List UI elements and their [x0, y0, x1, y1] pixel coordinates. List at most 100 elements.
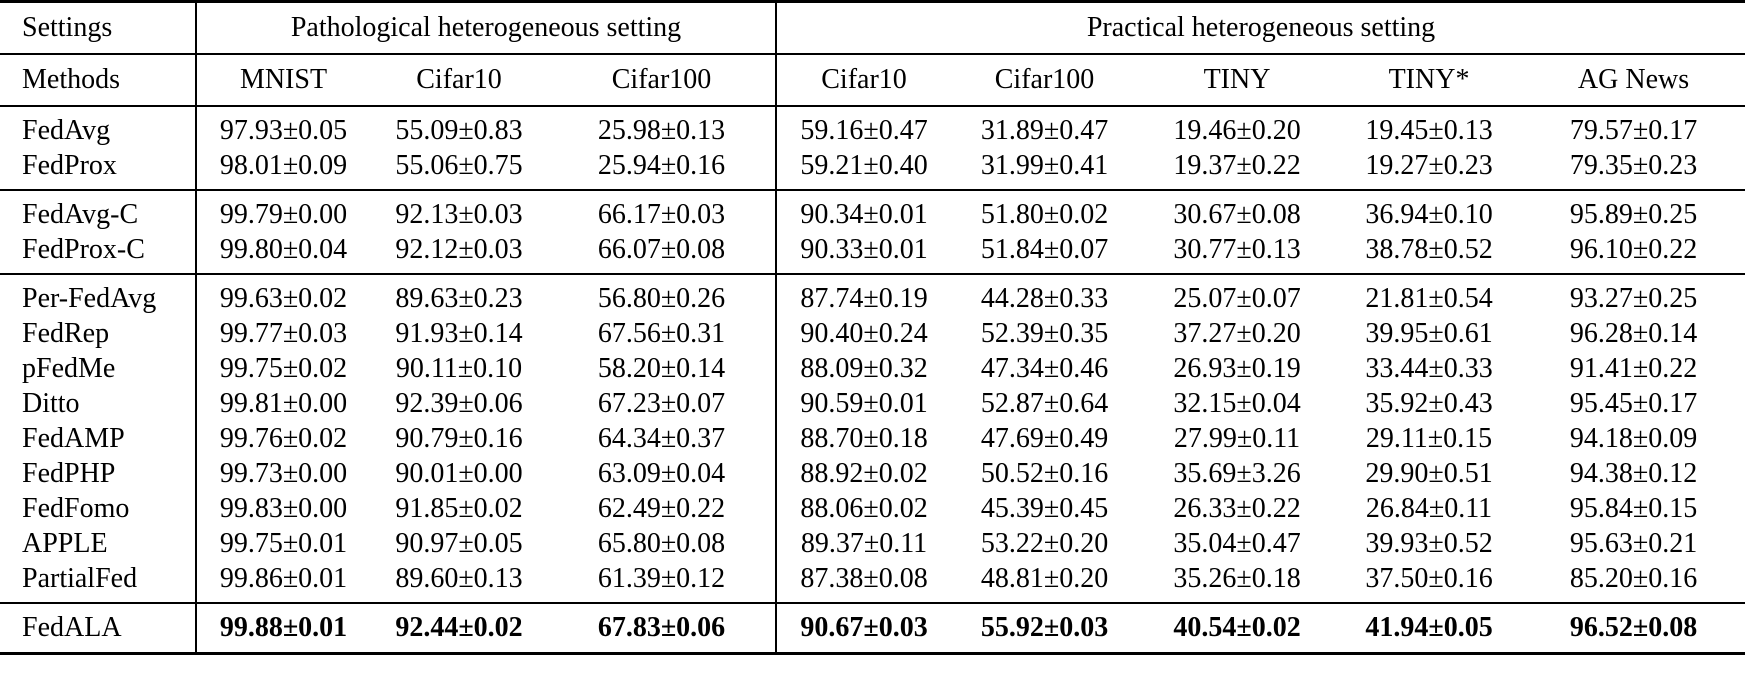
- method-name: FedProx-C: [0, 232, 197, 274]
- table-cell: 99.79±0.00: [219, 198, 348, 230]
- table-cell: 37.50±0.16: [1365, 562, 1493, 594]
- table-cell: 40.54±0.02: [1173, 612, 1301, 643]
- table-cell: 45.39±0.45: [980, 492, 1109, 524]
- table-cell: 64.34±0.37: [548, 421, 778, 456]
- method-name: PartialFed: [0, 561, 197, 603]
- table-cell: 94.38±0.12: [1569, 457, 1698, 489]
- table-cell: 31.99±0.41: [980, 149, 1109, 181]
- table-cell: 25.07±0.07: [1173, 282, 1301, 314]
- method-name: FedFomo: [0, 491, 197, 526]
- table-cell: 56.80±0.26: [548, 274, 778, 316]
- table-cell: 93.27±0.25: [1569, 282, 1698, 314]
- settings-header-row: Settings Pathological heterogeneous sett…: [0, 1, 1745, 54]
- column-header: Cifar10: [416, 64, 502, 95]
- table-row: Per-FedAvg 99.63±0.02 89.63±0.23 56.80±0.26…: [0, 274, 1745, 316]
- table-cell: 89.37±0.11: [800, 527, 928, 559]
- table-cell: 88.09±0.32: [800, 352, 928, 384]
- settings-label: Settings: [0, 1, 197, 54]
- table-cell: 19.27±0.23: [1365, 149, 1493, 181]
- table-cell: 33.44±0.33: [1365, 352, 1493, 384]
- column-header: AG News: [1577, 64, 1690, 95]
- table-cell: 89.63±0.23: [395, 282, 523, 314]
- table-row: FedProx-C 99.80±0.04 92.12±0.03 66.07±0.08 9…: [0, 232, 1745, 274]
- method-name: FedAvg-C: [0, 190, 197, 232]
- table-cell: 99.80±0.04: [219, 233, 348, 265]
- table-row: FedAvg 97.93±0.05 55.09±0.83 25.98±0.13 59.1…: [0, 106, 1745, 148]
- table-cell: 95.84±0.15: [1569, 492, 1698, 524]
- table-cell: 55.92±0.03: [980, 612, 1109, 643]
- table-cell: 98.01±0.09: [219, 149, 348, 181]
- table-cell: 92.13±0.03: [395, 198, 523, 230]
- table-cell: 95.89±0.25: [1569, 198, 1698, 230]
- table-cell: 41.94±0.05: [1365, 612, 1493, 643]
- column-header: Cifar100: [548, 54, 778, 106]
- table-cell: 96.28±0.14: [1569, 317, 1698, 349]
- table-cell: 27.99±0.11: [1173, 422, 1301, 454]
- table-cell: 39.93±0.52: [1365, 527, 1493, 559]
- table-cell: 19.45±0.13: [1365, 114, 1493, 146]
- table-cell: 92.12±0.03: [395, 233, 523, 265]
- table-cell: 44.28±0.33: [980, 282, 1109, 314]
- table-cell: 99.73±0.00: [219, 457, 348, 489]
- method-name: FedPHP: [0, 456, 197, 491]
- results-table: Settings Pathological heterogeneous sett…: [0, 1, 1745, 654]
- table-cell: 87.38±0.08: [800, 562, 928, 594]
- table-cell: 90.01±0.00: [395, 457, 523, 489]
- table-cell: 61.39±0.12: [548, 561, 778, 603]
- table-cell: 35.69±3.26: [1173, 457, 1301, 489]
- table-cell: 90.11±0.10: [395, 352, 523, 384]
- table-cell: 35.92±0.43: [1365, 387, 1493, 419]
- table-cell: 67.23±0.07: [548, 386, 778, 421]
- table-cell: 30.77±0.13: [1173, 233, 1301, 265]
- table-cell: 25.94±0.16: [548, 148, 778, 190]
- column-header: TINY: [1203, 64, 1271, 95]
- table-cell: 99.77±0.03: [219, 317, 348, 349]
- table-cell: 32.15±0.04: [1173, 387, 1301, 419]
- method-name: Ditto: [0, 386, 197, 421]
- table-cell: 65.80±0.08: [548, 526, 778, 561]
- table-cell: 52.39±0.35: [980, 317, 1109, 349]
- table-cell: 55.06±0.75: [395, 149, 523, 181]
- table-cell: 79.57±0.17: [1569, 114, 1698, 146]
- table-row: FedFomo 99.83±0.00 91.85±0.02 62.49±0.22 88.…: [0, 491, 1745, 526]
- table-cell: 55.09±0.83: [395, 114, 523, 146]
- table-row: FedAMP 99.76±0.02 90.79±0.16 64.34±0.37 88.7…: [0, 421, 1745, 456]
- table-cell: 95.45±0.17: [1569, 387, 1698, 419]
- table-cell: 37.27±0.20: [1173, 317, 1301, 349]
- table-cell: 90.97±0.05: [395, 527, 523, 559]
- table-cell: 90.40±0.24: [800, 317, 928, 349]
- method-name: FedAMP: [0, 421, 197, 456]
- table-row: PartialFed 99.86±0.01 89.60±0.13 61.39±0.12…: [0, 561, 1745, 603]
- method-name: Per-FedAvg: [0, 274, 197, 316]
- table-cell: 67.56±0.31: [548, 316, 778, 351]
- table-cell: 25.98±0.13: [548, 106, 778, 148]
- table-cell: 19.37±0.22: [1173, 149, 1301, 181]
- table-cell: 91.85±0.02: [395, 492, 523, 524]
- table-cell: 79.35±0.23: [1569, 149, 1698, 181]
- table-cell: 66.17±0.03: [548, 190, 778, 232]
- table-cell: 21.81±0.54: [1365, 282, 1493, 314]
- method-name: FedProx: [0, 148, 197, 190]
- table-cell: 29.11±0.15: [1365, 422, 1493, 454]
- methods-header-row: Methods MNIST Cifar10 Cifar100 Cifar10 C…: [0, 54, 1745, 106]
- table-cell: 90.67±0.03: [800, 612, 928, 643]
- table-cell: 99.86±0.01: [219, 562, 348, 594]
- table-cell: 90.59±0.01: [800, 387, 928, 419]
- column-header: MNIST: [239, 64, 328, 95]
- table-cell: 36.94±0.10: [1365, 198, 1493, 230]
- method-name: FedAvg: [0, 106, 197, 148]
- method-name: pFedMe: [0, 351, 197, 386]
- table-cell: 90.79±0.16: [395, 422, 523, 454]
- method-groups: FedAvg 97.93±0.05 55.09±0.83 25.98±0.13 59.1…: [0, 106, 1745, 603]
- table-cell: 85.20±0.16: [1569, 562, 1698, 594]
- table-cell: 30.67±0.08: [1173, 198, 1301, 230]
- table-row: Ditto 99.81±0.00 92.39±0.06 67.23±0.07 90.59…: [0, 386, 1745, 421]
- table-cell: 58.20±0.14: [548, 351, 778, 386]
- table-row: FedProx 98.01±0.09 55.06±0.75 25.94±0.16 59.…: [0, 148, 1745, 190]
- table-cell: 95.63±0.21: [1569, 527, 1698, 559]
- final-row: FedALA 99.88±0.01 92.44±0.02 67.83±0.06 …: [0, 603, 1745, 654]
- table-cell: 50.52±0.16: [980, 457, 1109, 489]
- table-cell: 88.06±0.02: [800, 492, 928, 524]
- table-cell: 63.09±0.04: [548, 456, 778, 491]
- table-cell: 91.41±0.22: [1569, 352, 1698, 384]
